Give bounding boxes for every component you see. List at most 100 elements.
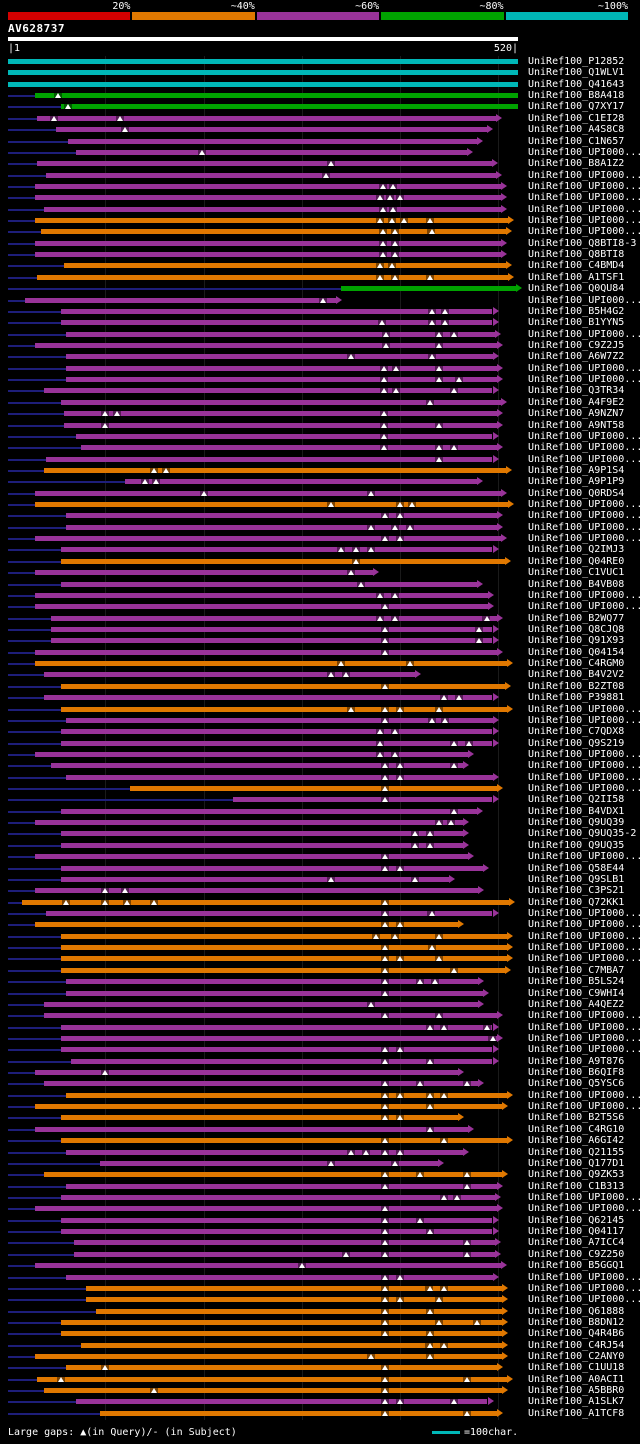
alignment-bar[interactable] [44, 1172, 503, 1178]
hit-label[interactable]: UniRef100_B5H4G2 [528, 305, 625, 317]
alignment-bar[interactable] [61, 967, 506, 973]
alignment-bar[interactable] [61, 558, 506, 564]
alignment-bar[interactable] [44, 206, 502, 212]
alignment-bar[interactable] [61, 1331, 503, 1337]
alignment-bar[interactable] [34, 536, 502, 542]
hit-label[interactable]: UniRef100_Q2IMJ3 [528, 544, 625, 556]
hit-label[interactable]: UniRef100_UPI000... [528, 771, 640, 783]
alignment-bar[interactable] [80, 1342, 503, 1348]
hit-label[interactable]: UniRef100_Q41643 [528, 78, 625, 90]
alignment-bar[interactable] [34, 1206, 498, 1212]
alignment-bar[interactable] [66, 524, 498, 530]
alignment-bar[interactable] [8, 81, 518, 87]
hit-label[interactable]: UniRef100_C9Z250 [528, 1248, 625, 1260]
hit-label[interactable]: UniRef100_UPI000... [528, 1192, 640, 1203]
alignment-bar[interactable] [34, 922, 458, 928]
alignment-bar[interactable] [34, 1126, 468, 1132]
hit-label[interactable]: UniRef100_UPI000... [528, 180, 640, 192]
alignment-bar[interactable] [34, 343, 498, 348]
alignment-bar[interactable] [66, 1183, 498, 1189]
alignment-bar[interactable] [44, 467, 507, 473]
alignment-bar[interactable] [34, 888, 478, 894]
hit-label[interactable]: UniRef100_UPI000... [528, 703, 640, 715]
hit-label[interactable]: UniRef100_A9T876 [528, 1055, 625, 1067]
hit-label[interactable]: UniRef100_UPI000... [528, 748, 640, 760]
hit-label[interactable]: UniRef100_UPI000... [528, 442, 640, 454]
hit-label[interactable]: UniRef100_Q9SLB1 [528, 873, 625, 885]
alignment-bar[interactable] [41, 229, 507, 235]
alignment-bar[interactable] [34, 604, 488, 610]
alignment-bar[interactable] [61, 1195, 496, 1200]
hit-label[interactable]: UniRef100_B4VB08 [528, 578, 625, 590]
hit-label[interactable]: UniRef100_Q9UQ35 [528, 839, 625, 851]
hit-label[interactable]: UniRef100_C2ANY0 [528, 1351, 625, 1363]
alignment-bar[interactable] [61, 876, 450, 882]
hit-label[interactable]: UniRef100_UPI000... [528, 521, 640, 533]
hit-label[interactable]: UniRef100_C4RGM0 [528, 658, 625, 670]
hit-label[interactable]: UniRef100_UPI000... [528, 169, 640, 181]
hit-label[interactable]: UniRef100_UPI000... [528, 1271, 640, 1283]
hit-label[interactable]: UniRef100_B2WQ77 [528, 612, 625, 624]
hit-label[interactable]: UniRef100_UPI000... [528, 203, 640, 215]
hit-label[interactable]: UniRef100_B4V2V2 [528, 669, 625, 681]
alignment-bar[interactable] [75, 433, 493, 439]
hit-label[interactable]: UniRef100_C9WHI4 [528, 987, 625, 999]
hit-label[interactable]: UniRef100_UPI000... [528, 226, 640, 238]
alignment-bar[interactable] [56, 127, 487, 133]
alignment-bar[interactable] [61, 1217, 493, 1223]
alignment-bar[interactable] [34, 820, 463, 826]
alignment-bar[interactable] [34, 661, 508, 667]
hit-label[interactable]: UniRef100_C4RJ54 [528, 1339, 625, 1351]
hit-label[interactable]: UniRef100_A4QEZ2 [528, 998, 625, 1010]
alignment-bar[interactable] [44, 1388, 503, 1394]
hit-label[interactable]: UniRef100_A4S8C8 [528, 124, 625, 136]
alignment-bar[interactable] [36, 274, 509, 280]
hit-label[interactable]: UniRef100_C1VUC1 [528, 567, 625, 579]
hit-label[interactable]: UniRef100_Q21155 [528, 1146, 625, 1158]
alignment-bar[interactable] [66, 1274, 493, 1280]
hit-label[interactable]: UniRef100_A1TCF8 [528, 1407, 625, 1419]
hit-label[interactable]: UniRef100_A9NT58 [528, 419, 625, 431]
hit-label[interactable]: UniRef100_Q9UQ39 [528, 817, 625, 829]
hit-label[interactable]: UniRef100_UPI000... [528, 294, 640, 306]
hit-label[interactable]: UniRef100_B5GGQ1 [528, 1260, 625, 1272]
hit-label[interactable]: UniRef100_Q9S219 [528, 737, 625, 749]
hit-label[interactable]: UniRef100_C1B313 [528, 1180, 625, 1192]
alignment-bar[interactable] [44, 1081, 478, 1087]
alignment-bar[interactable] [34, 502, 509, 508]
alignment-bar[interactable] [61, 399, 502, 405]
hit-label[interactable]: UniRef100_UPI000... [528, 851, 640, 863]
alignment-bar[interactable] [36, 115, 497, 121]
alignment-bar[interactable] [51, 638, 493, 644]
alignment-bar[interactable] [66, 365, 498, 371]
alignment-bar[interactable] [61, 104, 518, 110]
alignment-bar[interactable] [44, 672, 415, 678]
alignment-bar[interactable] [100, 1410, 498, 1416]
hit-label[interactable]: UniRef100_A1SLK7 [528, 1396, 625, 1408]
hit-label[interactable]: UniRef100_UPI000... [528, 1044, 640, 1056]
hit-label[interactable]: UniRef100_B2T5S6 [528, 1112, 625, 1124]
alignment-bar[interactable] [73, 1251, 496, 1257]
hit-label[interactable]: UniRef100_Q0RDS4 [528, 487, 625, 499]
hit-label[interactable]: UniRef100_Q8BTI8 [528, 249, 625, 261]
hit-label[interactable]: UniRef100_P12852 [528, 56, 625, 67]
hit-label[interactable]: UniRef100_Q61888 [528, 1305, 625, 1317]
alignment-bar[interactable] [61, 547, 493, 553]
hit-label[interactable]: UniRef100_UPI000... [528, 1101, 640, 1113]
hit-label[interactable]: UniRef100_UPI000... [528, 328, 640, 340]
hit-label[interactable]: UniRef100_UPI000... [528, 714, 640, 726]
alignment-bar[interactable] [8, 59, 518, 64]
hit-label[interactable]: UniRef100_Q91X93 [528, 635, 625, 647]
hit-label[interactable]: UniRef100_A6W7Z2 [528, 351, 625, 363]
hit-label[interactable]: UniRef100_UPI000... [528, 919, 640, 931]
alignment-bar[interactable] [44, 1013, 498, 1019]
hit-label[interactable]: UniRef100_C1UU18 [528, 1362, 625, 1374]
hit-label[interactable]: UniRef100_A5BBR0 [528, 1385, 625, 1397]
hit-label[interactable]: UniRef100_C4RG10 [528, 1123, 625, 1135]
alignment-bar[interactable] [34, 854, 468, 860]
alignment-bar[interactable] [46, 456, 493, 462]
hit-label[interactable]: UniRef100_Q2II58 [528, 794, 625, 806]
hit-label[interactable]: UniRef100_UPI000... [528, 589, 640, 601]
hit-label[interactable]: UniRef100_UPI000... [528, 362, 640, 374]
alignment-bar[interactable] [66, 1149, 463, 1155]
